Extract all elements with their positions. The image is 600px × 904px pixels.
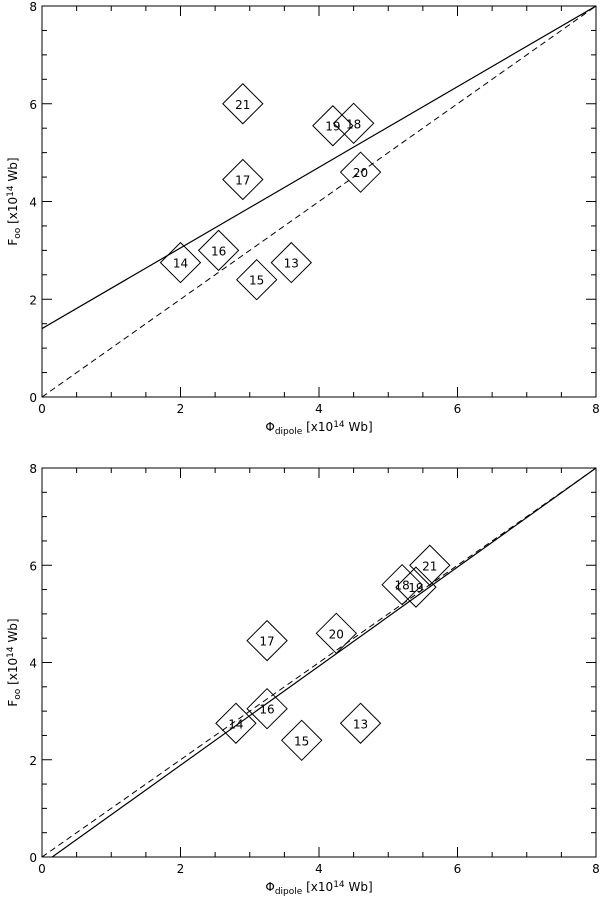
- data-point-label: 21: [422, 559, 437, 573]
- data-point-label: 19: [408, 581, 423, 595]
- data-point-marker: [409, 544, 451, 586]
- data-point-label: 21: [235, 98, 250, 112]
- data-point-marker: [381, 563, 423, 606]
- data-point-marker: [222, 83, 264, 125]
- fit-line: [42, 6, 596, 330]
- y-tick-label: 8: [29, 0, 37, 14]
- data-point-marker: [339, 151, 382, 193]
- data-point-label: 18: [346, 117, 361, 131]
- y-tick-label: 2: [29, 293, 37, 307]
- data-point-label: 17: [259, 635, 274, 649]
- data-point-marker: [395, 566, 437, 608]
- x-tick-label: 6: [454, 402, 462, 416]
- y-tick-label: 6: [29, 559, 37, 573]
- data-point-marker: [315, 612, 358, 655]
- data-point-marker: [312, 105, 354, 147]
- x-tick-label: 2: [177, 862, 185, 876]
- chart-bottom: 0 2 4 6 8 0 2 4 6 8 Φdipole [x1014 Wb] Foo [x1014 W…: [6, 462, 600, 897]
- data-point-marker: [280, 719, 323, 762]
- fit-line: [51, 468, 596, 857]
- data-point-label: 15: [294, 734, 309, 748]
- data-point-marker: [332, 102, 375, 145]
- x-tick-label: 0: [38, 402, 46, 416]
- data-point-label: 14: [173, 257, 188, 271]
- data-point-label: 19: [325, 120, 340, 134]
- data-point-marker: [215, 702, 257, 744]
- data-point-marker: [246, 687, 288, 730]
- x-tick-label: 6: [454, 862, 462, 876]
- y-tick-label: 6: [29, 98, 37, 112]
- one-to-one-line: [42, 468, 596, 857]
- chart-top: 0 2 4 6 8 0 2 4 6 8 Φdipole [x1014 Wb] Foo [x1014 W…: [6, 0, 600, 437]
- x-tick-label: 4: [315, 862, 323, 876]
- x-tick-label: 8: [592, 862, 600, 876]
- y-tick-label: 0: [29, 851, 37, 865]
- y-tick-label: 2: [29, 754, 37, 768]
- y-tick-label: 4: [29, 657, 37, 671]
- y-tick-label: 4: [29, 196, 37, 210]
- data-point-marker: [159, 241, 202, 284]
- data-point-marker: [270, 241, 313, 284]
- x-axis-label: Φdipole [x1014 Wb]: [265, 880, 372, 897]
- data-point-marker: [222, 158, 264, 201]
- data-point-label: 13: [353, 717, 368, 731]
- data-point-label: 13: [284, 257, 299, 271]
- one-to-one-line: [42, 6, 596, 397]
- data-point-label: 20: [329, 627, 344, 641]
- data-point-label: 20: [353, 166, 368, 180]
- y-axis-label: Foo [x1014 Wb]: [6, 157, 23, 245]
- data-point-marker: [339, 702, 382, 744]
- x-tick-label: 4: [315, 402, 323, 416]
- data-point-marker: [235, 258, 278, 301]
- y-tick-label: 8: [29, 462, 37, 476]
- x-tick-label: 8: [592, 402, 600, 416]
- x-tick-label: 0: [38, 862, 46, 876]
- data-point-label: 15: [249, 274, 264, 288]
- data-point-label: 14: [228, 717, 243, 731]
- data-point-label: 17: [235, 174, 250, 188]
- x-axis-label: Φdipole [x1014 Wb]: [265, 420, 372, 437]
- data-point-marker: [197, 229, 240, 272]
- data-point-label: 16: [259, 703, 274, 717]
- y-tick-label: 0: [29, 391, 37, 405]
- data-point-label: 16: [211, 244, 226, 258]
- data-point-marker: [246, 619, 288, 662]
- x-tick-label: 2: [177, 402, 185, 416]
- y-axis-label: Foo [x1014 Wb]: [6, 618, 23, 706]
